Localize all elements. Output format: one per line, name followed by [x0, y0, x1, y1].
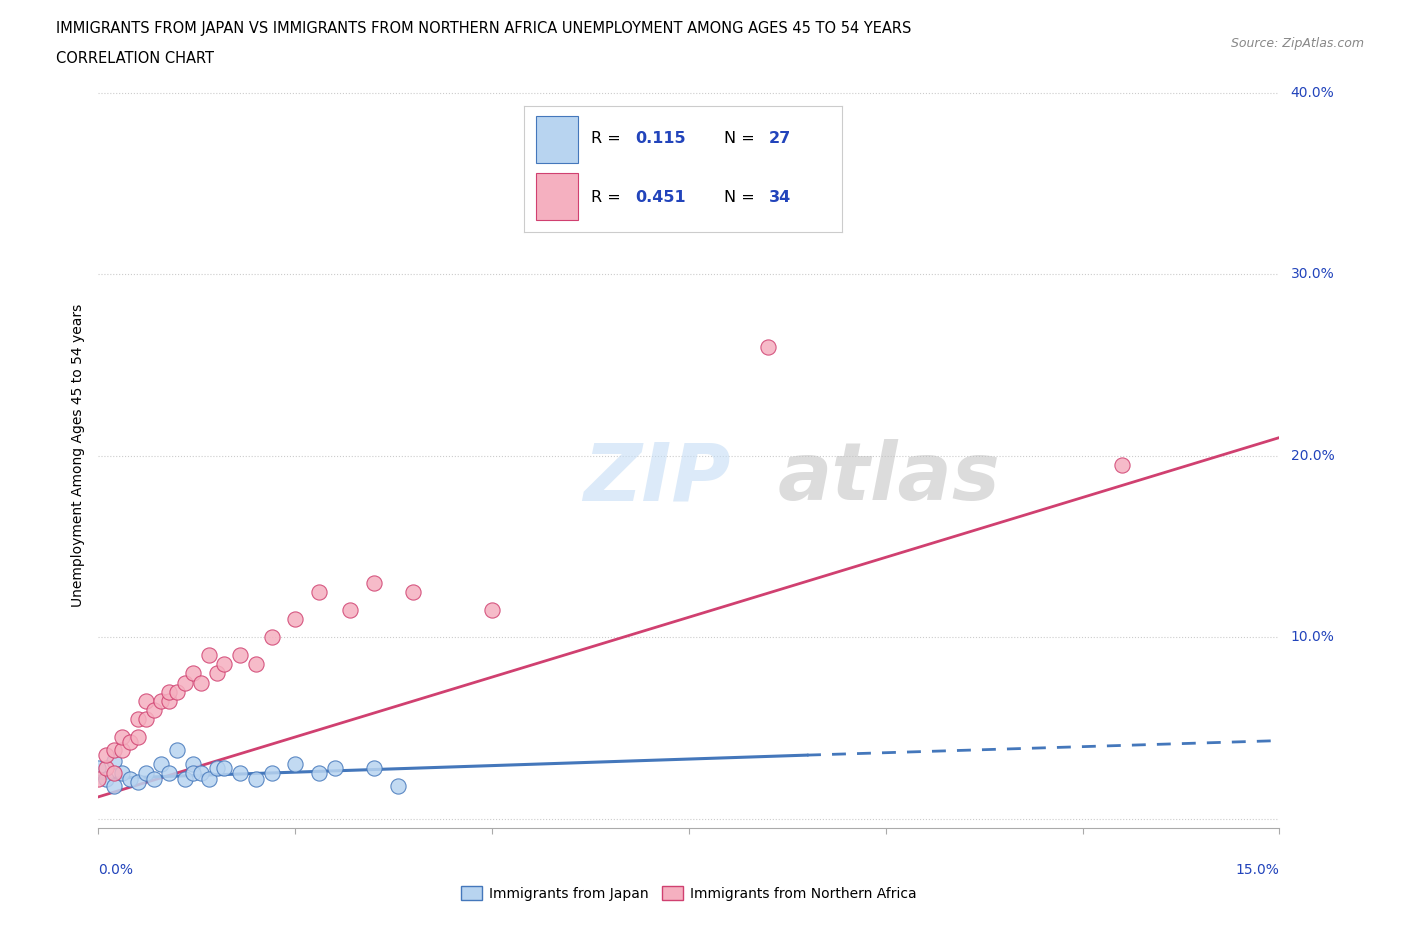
- Text: 15.0%: 15.0%: [1236, 863, 1279, 877]
- Point: [96, 761, 118, 776]
- Point: [142, 771, 165, 786]
- Point: [103, 753, 125, 768]
- Point: [387, 778, 409, 793]
- Point: [190, 765, 212, 780]
- Point: [103, 765, 125, 780]
- Point: [111, 742, 134, 757]
- Text: Source: ZipAtlas.com: Source: ZipAtlas.com: [1230, 37, 1364, 50]
- Point: [118, 735, 141, 750]
- Point: [260, 630, 283, 644]
- Point: [402, 584, 425, 599]
- Point: [87, 771, 110, 786]
- Point: [135, 711, 157, 726]
- Point: [135, 765, 157, 780]
- Point: [214, 657, 236, 671]
- Point: [190, 675, 212, 690]
- Text: IMMIGRANTS FROM JAPAN VS IMMIGRANTS FROM NORTHERN AFRICA UNEMPLOYMENT AMONG AGES: IMMIGRANTS FROM JAPAN VS IMMIGRANTS FROM…: [56, 21, 911, 36]
- Point: [142, 702, 165, 717]
- Point: [323, 761, 346, 776]
- Point: [87, 761, 110, 776]
- Point: [339, 603, 361, 618]
- Point: [166, 684, 188, 699]
- Y-axis label: Unemployment Among Ages 45 to 54 years: Unemployment Among Ages 45 to 54 years: [72, 304, 86, 607]
- Text: 10.0%: 10.0%: [1291, 631, 1334, 644]
- Point: [197, 771, 219, 786]
- Point: [96, 771, 118, 786]
- Point: [166, 742, 188, 757]
- Point: [181, 666, 204, 681]
- Text: 30.0%: 30.0%: [1291, 267, 1334, 281]
- Point: [181, 757, 204, 772]
- Text: 0.0%: 0.0%: [98, 863, 134, 877]
- Point: [284, 612, 307, 627]
- Point: [111, 765, 134, 780]
- Point: [214, 761, 236, 776]
- Point: [205, 666, 228, 681]
- Point: [118, 771, 141, 786]
- Point: [197, 648, 219, 663]
- Point: [756, 339, 779, 354]
- Legend: Immigrants from Japan, Immigrants from Northern Africa: Immigrants from Japan, Immigrants from N…: [456, 881, 922, 907]
- Point: [157, 765, 180, 780]
- Point: [135, 693, 157, 708]
- Text: 20.0%: 20.0%: [1291, 448, 1334, 463]
- Point: [1111, 458, 1133, 472]
- Point: [181, 765, 204, 780]
- Text: atlas: atlas: [778, 439, 1000, 517]
- Text: ZIP: ZIP: [582, 439, 730, 517]
- Point: [111, 729, 134, 744]
- Point: [260, 765, 283, 780]
- Point: [174, 675, 197, 690]
- Point: [363, 761, 385, 776]
- Point: [363, 576, 385, 591]
- Point: [157, 684, 180, 699]
- Point: [150, 693, 173, 708]
- Point: [174, 771, 197, 786]
- Point: [308, 765, 330, 780]
- Text: 40.0%: 40.0%: [1291, 86, 1334, 100]
- Point: [96, 748, 118, 763]
- Text: CORRELATION CHART: CORRELATION CHART: [56, 51, 214, 66]
- Point: [157, 693, 180, 708]
- Point: [481, 603, 503, 618]
- Point: [103, 778, 125, 793]
- Point: [127, 775, 149, 790]
- Point: [150, 757, 173, 772]
- Point: [308, 584, 330, 599]
- Point: [229, 648, 252, 663]
- Point: [229, 765, 252, 780]
- Point: [205, 761, 228, 776]
- Point: [127, 711, 149, 726]
- Point: [284, 757, 307, 772]
- Point: [245, 657, 267, 671]
- Point: [103, 742, 125, 757]
- Point: [245, 771, 267, 786]
- Point: [127, 729, 149, 744]
